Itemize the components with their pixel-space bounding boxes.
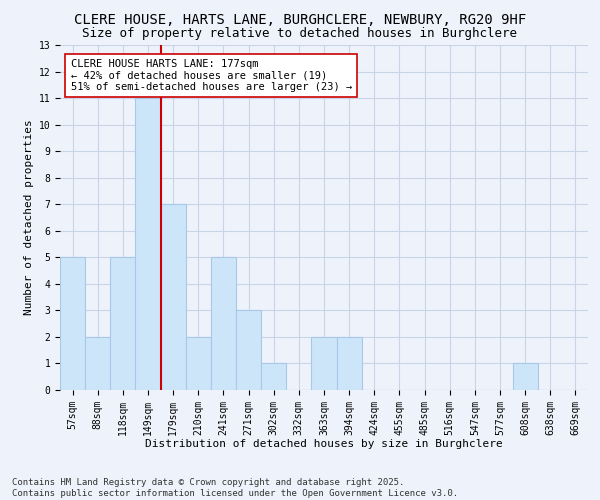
Text: CLERE HOUSE, HARTS LANE, BURGHCLERE, NEWBURY, RG20 9HF: CLERE HOUSE, HARTS LANE, BURGHCLERE, NEW… xyxy=(74,12,526,26)
Bar xyxy=(211,258,236,390)
Text: Contains HM Land Registry data © Crown copyright and database right 2025.
Contai: Contains HM Land Registry data © Crown c… xyxy=(12,478,458,498)
Bar xyxy=(186,337,211,390)
Bar xyxy=(261,364,286,390)
Bar xyxy=(136,98,161,390)
Bar xyxy=(85,337,110,390)
Bar xyxy=(110,258,136,390)
Bar xyxy=(512,364,538,390)
Bar xyxy=(311,337,337,390)
Text: CLERE HOUSE HARTS LANE: 177sqm
← 42% of detached houses are smaller (19)
51% of : CLERE HOUSE HARTS LANE: 177sqm ← 42% of … xyxy=(71,59,352,92)
Bar xyxy=(161,204,186,390)
Text: Size of property relative to detached houses in Burghclere: Size of property relative to detached ho… xyxy=(83,28,517,40)
Bar xyxy=(236,310,261,390)
Bar xyxy=(60,258,85,390)
Y-axis label: Number of detached properties: Number of detached properties xyxy=(25,120,34,316)
X-axis label: Distribution of detached houses by size in Burghclere: Distribution of detached houses by size … xyxy=(145,439,503,449)
Bar xyxy=(337,337,362,390)
